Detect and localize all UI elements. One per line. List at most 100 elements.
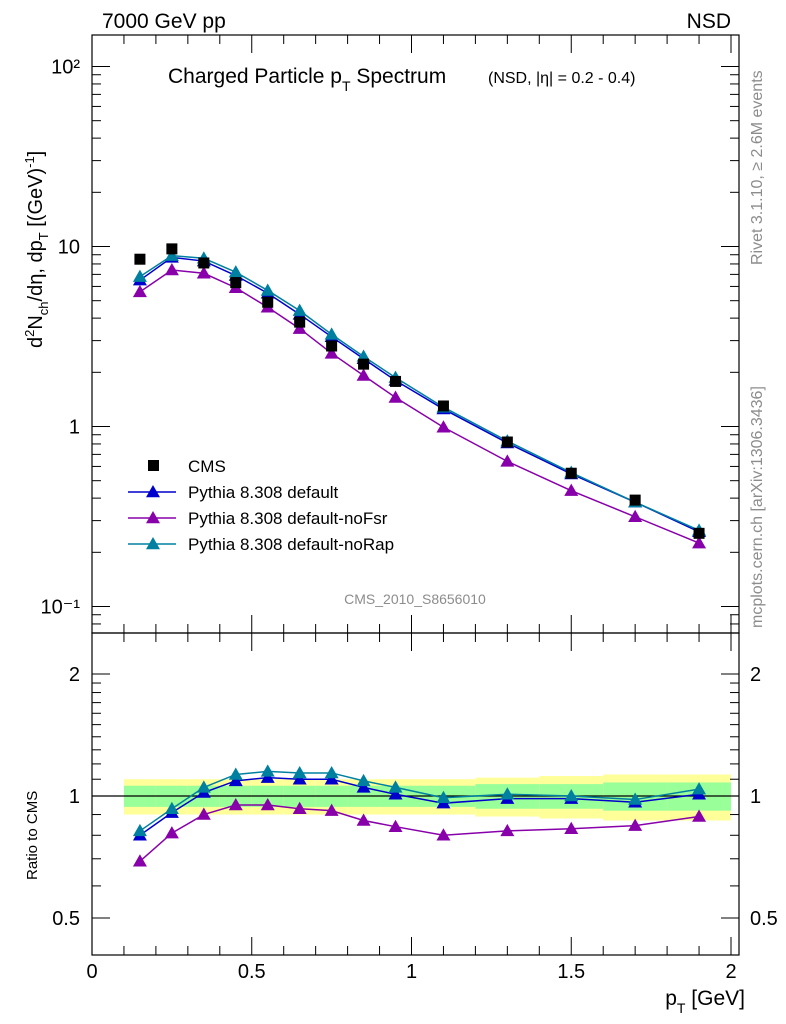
ratio-point [196, 807, 211, 820]
series-point [164, 248, 179, 261]
series-point [196, 266, 211, 279]
series-point [356, 368, 371, 381]
series-point [164, 263, 179, 276]
series-point [564, 483, 579, 496]
ratio-point [292, 772, 307, 785]
ratio-point [228, 773, 243, 787]
cms-data-point [629, 494, 641, 506]
cms-data-point [262, 296, 274, 308]
ratio-point [500, 823, 515, 837]
ratio-point [388, 819, 403, 832]
process-label: NSD [687, 10, 731, 33]
plot-title: Charged Particle pT Spectrum [168, 65, 446, 94]
x-tick-label: 0 [86, 961, 97, 983]
series-point [324, 327, 339, 340]
ratio-point [388, 787, 403, 800]
plot-subtitle: (NSD, |η| = 0.2 - 0.4) [488, 70, 635, 87]
cms-data-point [437, 400, 449, 412]
cms-data-point [198, 257, 210, 269]
cms-data-point [390, 375, 402, 387]
ratio-line [139, 804, 700, 862]
ratio-point [628, 792, 643, 805]
ratio-point [260, 764, 275, 777]
bottom-y-tick-label-left: 2 [69, 664, 80, 686]
x-axis-label: pT [GeV] [665, 987, 745, 1016]
ratio-point [500, 787, 515, 800]
bottom-y-tick-label-left: 0.5 [52, 908, 80, 930]
ratio-point [228, 767, 243, 780]
ratio-point [564, 789, 579, 802]
ratio-line [139, 770, 700, 832]
cms-data-point [358, 358, 370, 370]
series-point [132, 284, 147, 298]
ratio-point [436, 790, 451, 804]
cms-data-point [501, 436, 513, 448]
rivet-version-label: Rivet 3.1.10, ≥ 2.6M events [749, 70, 766, 265]
ratio-point [388, 780, 403, 793]
ratio-point [260, 770, 275, 783]
bottom-panel: 0.5 0.5 1 1 2 2 [52, 632, 778, 956]
bottom-y-tick-label-right: 0.5 [750, 908, 778, 930]
ratio-point [132, 854, 147, 867]
top-y-tick-label: 10² [51, 57, 80, 79]
ratio-point [356, 813, 371, 826]
ratio-point [628, 818, 643, 831]
series-point [388, 390, 403, 403]
series-line [139, 269, 700, 544]
ratio-point [436, 828, 451, 841]
ratio-point [324, 765, 339, 779]
cms-data-point [693, 527, 705, 539]
series-point [228, 265, 243, 278]
bottom-y-tick-label-right: 1 [750, 786, 761, 808]
cms-data-point [134, 253, 146, 265]
ratio-point [324, 803, 339, 816]
ratio-point [356, 780, 371, 793]
ratio-point [132, 823, 147, 837]
ratio-point [292, 765, 307, 779]
bottom-y-axis-label: Ratio to CMS [24, 791, 41, 880]
series-point [628, 509, 643, 523]
cms-data-point [326, 340, 338, 352]
ratio-point [292, 801, 307, 815]
series-point [436, 420, 451, 433]
series-point [292, 303, 307, 316]
ratio-point [564, 821, 579, 835]
analysis-id-label: CMS_2010_S8656010 [344, 591, 486, 607]
x-tick-label: 1 [406, 961, 417, 983]
series-point [324, 346, 339, 359]
x-tick-label: 0.5 [238, 961, 266, 983]
energy-label: 7000 GeV pp [102, 10, 226, 33]
legend-label: Pythia 8.308 default-noFsr [188, 509, 388, 528]
ratio-point [164, 801, 179, 815]
series-point [356, 349, 371, 362]
bottom-frame [91, 632, 740, 956]
legend-label: Pythia 8.308 default [188, 483, 339, 502]
cms-data-point [565, 467, 577, 479]
series-point [292, 321, 307, 334]
ratio-point [164, 826, 179, 839]
x-tick-label: 2 [725, 961, 736, 983]
legend-marker-triangle [146, 537, 160, 550]
bottom-y-tick-label-left: 1 [69, 786, 80, 808]
series-point [500, 454, 515, 467]
legend-label: Pythia 8.308 default-noRap [188, 535, 394, 554]
ratio-point [196, 780, 211, 793]
cms-data-point [230, 277, 242, 289]
top-panel: 10⁻¹ 1 10 10² [41, 34, 740, 955]
ratio-point [692, 782, 707, 795]
top-y-axis-label: d2Nch/dη, dpT [(GeV)-1] [22, 151, 51, 348]
ratio-point [324, 772, 339, 785]
mcplots-label: mcplots.cern.ch [arXiv:1306.3436] [749, 386, 766, 628]
legend: CMS Pythia 8.308 default Pythia 8.308 defa… [128, 457, 394, 554]
ratio-point [692, 809, 707, 822]
top-y-tick-label: 1 [69, 417, 80, 439]
series-point [692, 536, 707, 549]
bottom-y-tick-label-right: 2 [750, 664, 761, 686]
top-y-tick-label: 10⁻¹ [41, 597, 81, 619]
series-point [260, 283, 275, 296]
legend-label: CMS [188, 457, 226, 476]
cms-data-point [166, 243, 178, 255]
cms-data-point [294, 316, 306, 328]
ratio-point [356, 773, 371, 787]
